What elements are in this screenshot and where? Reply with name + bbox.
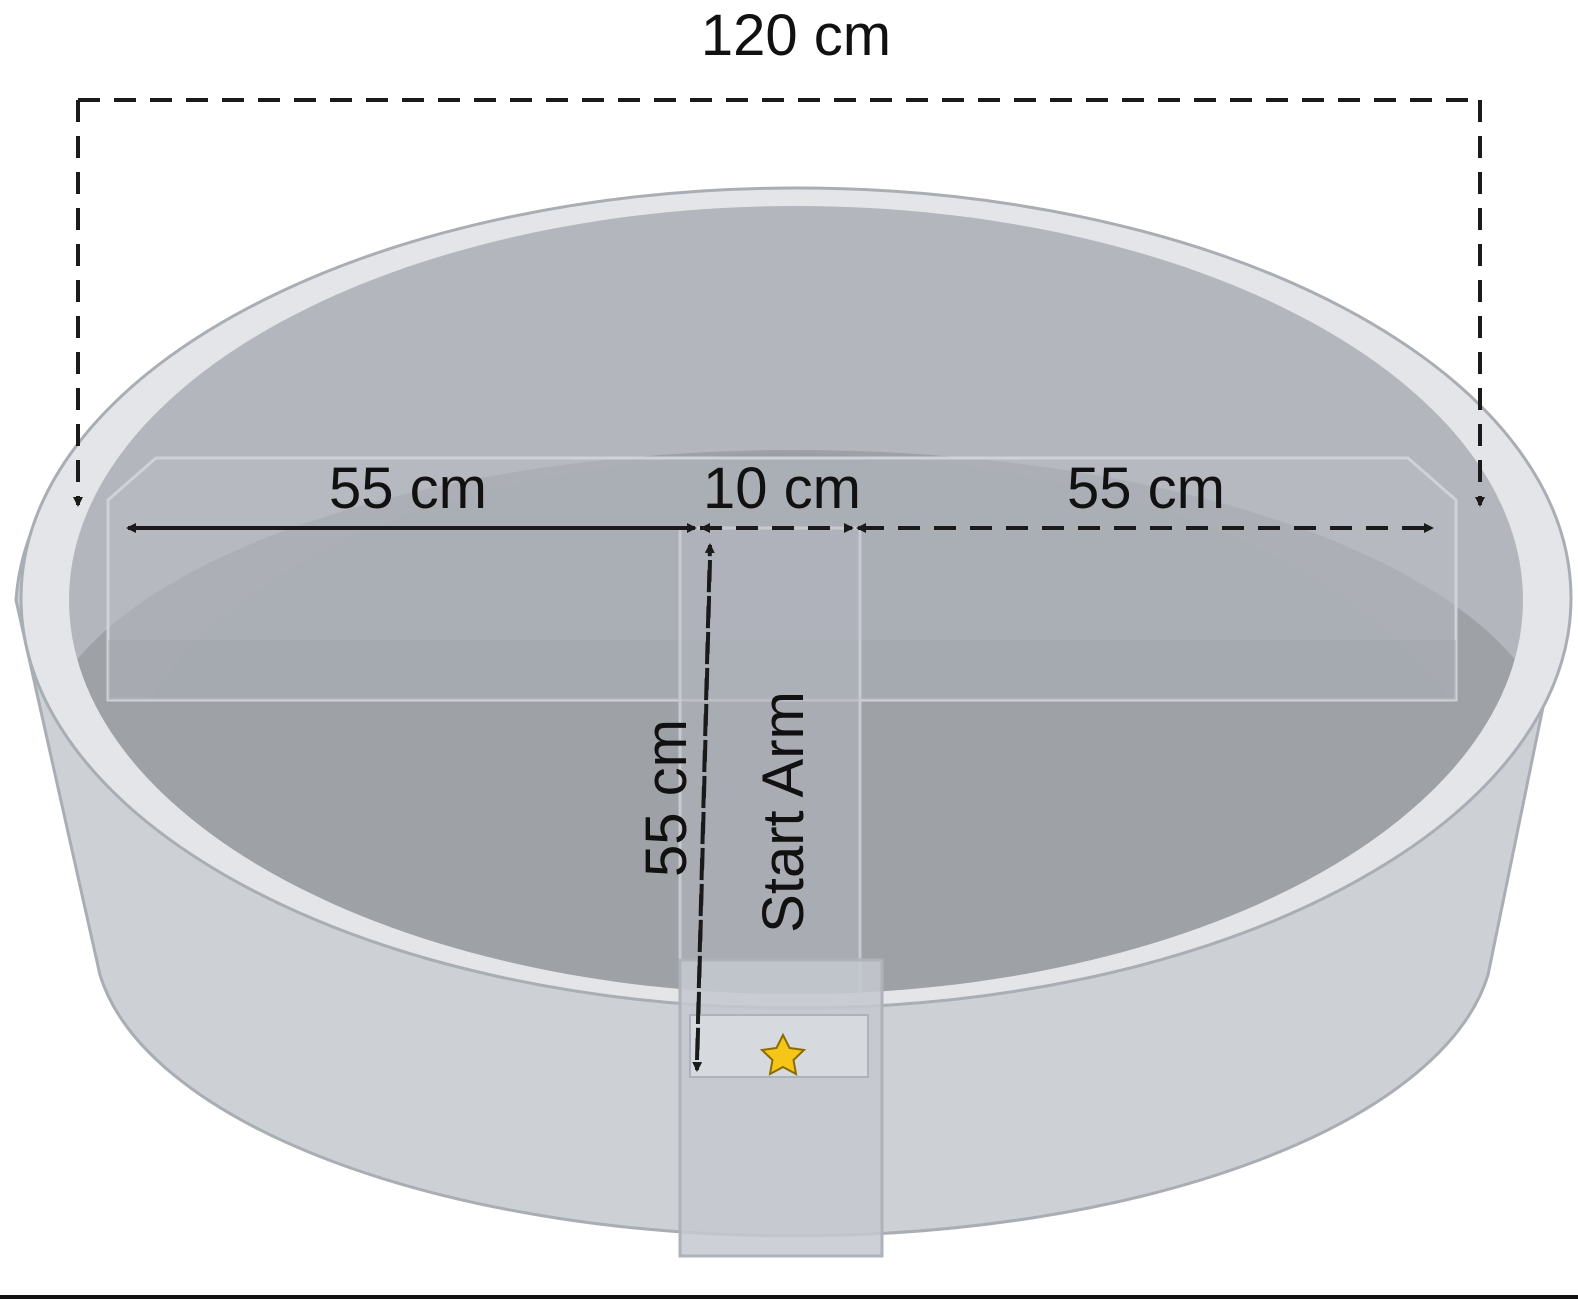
- start-arm-length-label: 55 cm: [634, 719, 699, 877]
- pool-interior: [69, 206, 1523, 994]
- overall-width-label: 120 cm: [701, 3, 891, 68]
- star-icon: [759, 1032, 807, 1076]
- right-arm-label: 55 cm: [1067, 456, 1225, 521]
- start-arm-dim-line-down: [692, 559, 712, 1072]
- start-arm-label: Start Arm: [751, 691, 816, 933]
- start-arm-extension: [678, 958, 884, 1258]
- left-arm-label: 55 cm: [329, 456, 487, 521]
- center-width-label: 10 cm: [703, 456, 861, 521]
